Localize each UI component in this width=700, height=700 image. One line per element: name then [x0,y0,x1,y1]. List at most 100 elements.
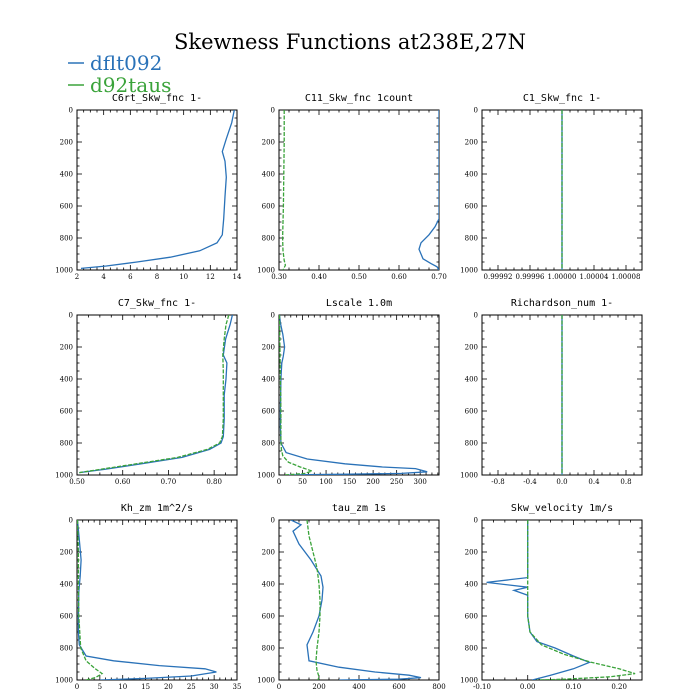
x-tick-label: 30 [210,683,219,691]
y-tick-label: 400 [465,376,478,384]
x-tick-label: 0.20 [611,683,627,691]
x-tick-label: 800 [432,683,445,691]
panel-title: C6rt_Skw_fnc 1- [112,93,202,104]
x-tick-label: 250 [390,478,403,486]
x-tick-label: 8 [155,273,159,281]
y-tick-label: 400 [262,376,275,384]
y-tick-label: 600 [60,203,73,211]
panel-title: Richardson_num 1- [511,298,613,309]
y-tick-label: 400 [262,171,275,179]
x-tick-label: 150 [343,478,356,486]
x-tick-label: 200 [366,478,379,486]
y-tick-label: 800 [465,645,478,653]
x-tick-label: 0.60 [391,273,407,281]
x-tick-label: -0.4 [523,478,537,486]
y-tick-label: 200 [60,549,73,557]
y-tick-label: 1000 [257,677,275,685]
series-line-d92taus [306,520,321,680]
series-line-d92taus [279,315,314,475]
figure-title: Skewness Functions at238E,27N [174,30,526,54]
y-tick-label: 0 [271,517,275,525]
y-tick-label: 1000 [460,267,478,275]
y-tick-label: 800 [60,440,73,448]
y-tick-label: 600 [465,613,478,621]
x-tick-label: 0.99996 [516,273,545,281]
y-tick-label: 0 [69,107,73,115]
panel-9: Skw_velocity 1m/s 0 200 400 600 800 1000-0.10 0… [460,503,643,691]
y-tick-label: 200 [262,139,275,147]
x-tick-label: 100 [319,478,332,486]
x-tick-label: 0.50 [69,478,85,486]
series-line-d92taus [79,315,230,474]
panel-title: C7_Skw_fnc 1- [118,298,196,309]
x-tick-label: 0.70 [431,273,447,281]
legend: dflt092 d92taus [68,51,171,97]
series-line-dflt092 [418,110,439,270]
panel-title: tau_zm 1s [332,503,386,514]
plot-frame [76,314,238,476]
y-tick-label: 200 [262,344,275,352]
x-tick-label: 1.00008 [612,273,641,281]
x-tick-label: 5 [98,683,102,691]
y-tick-label: 200 [60,139,73,147]
y-tick-label: 1000 [55,677,73,685]
y-tick-label: 800 [60,645,73,653]
x-tick-label: 50 [298,478,307,486]
plot-frame [76,109,238,271]
x-tick-label: -0.8 [491,478,505,486]
y-tick-label: 800 [60,235,73,243]
x-tick-label: 0.99992 [484,273,513,281]
y-tick-label: 400 [60,171,73,179]
series-line-dflt092 [77,520,217,680]
series-line-d92taus [527,520,636,680]
y-tick-label: 400 [262,581,275,589]
y-tick-label: 0 [271,312,275,320]
y-tick-label: 1000 [460,472,478,480]
x-tick-label: 10 [118,683,127,691]
x-tick-label: 0 [75,683,79,691]
x-tick-label: 0.40 [311,273,327,281]
series-line-dflt092 [486,520,592,680]
x-tick-label: 300 [413,478,426,486]
x-tick-label: 0.70 [161,478,177,486]
x-tick-label: 15 [141,683,150,691]
x-tick-label: 14 [233,273,242,281]
x-tick-label: 0.80 [206,478,222,486]
y-tick-label: 1000 [257,472,275,480]
x-tick-label: 0 [277,478,281,486]
y-tick-label: 0 [271,107,275,115]
y-tick-label: 0 [474,312,478,320]
panel-title: C1_Skw_fnc 1- [523,93,601,104]
y-tick-label: 200 [465,344,478,352]
x-tick-label: 0.00 [520,683,536,691]
y-tick-label: 800 [262,440,275,448]
panel-title: Lscale 1.0m [326,298,392,309]
x-tick-label: 2 [75,273,79,281]
x-tick-label: 0.4 [588,478,600,486]
series-line-dflt092 [279,315,428,475]
y-tick-label: 200 [465,549,478,557]
x-tick-label: 0.60 [115,478,131,486]
plot-frame [278,314,440,476]
y-tick-label: 600 [60,613,73,621]
y-tick-label: 0 [69,312,73,320]
y-tick-label: 0 [69,517,73,525]
y-tick-label: 600 [262,613,275,621]
y-tick-label: 0 [474,517,478,525]
plot-frame [481,519,643,681]
series-line-dflt092 [290,520,422,680]
plot-frame [76,519,238,681]
x-tick-label: 10 [179,273,188,281]
y-tick-label: 1000 [55,472,73,480]
series-line-d92taus [77,520,104,680]
x-tick-label: 12 [206,273,215,281]
x-tick-label: 200 [312,683,325,691]
y-tick-label: 1000 [257,267,275,275]
y-tick-label: 600 [60,408,73,416]
x-tick-label: 25 [187,683,196,691]
